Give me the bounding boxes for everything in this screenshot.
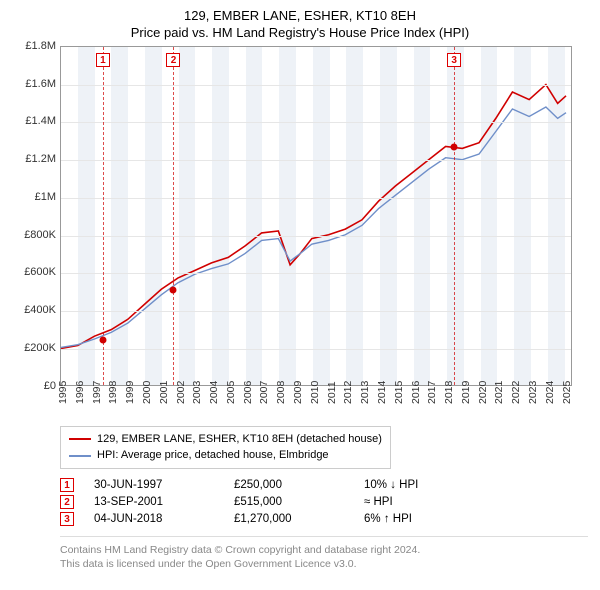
plot-area: 1 2 3 [60, 46, 572, 386]
x-tick-label: 2000 [141, 380, 153, 403]
x-tick-label: 2024 [544, 380, 556, 403]
chart-container: 129, EMBER LANE, ESHER, KT10 8EH Price p… [0, 0, 600, 579]
gridline [61, 311, 571, 312]
x-tick-label: 2007 [258, 380, 270, 403]
event-row: 3 04-JUN-2018 £1,270,000 6% ↑ HPI [60, 512, 588, 526]
gridline [61, 236, 571, 237]
event-marker-box: 3 [447, 53, 461, 67]
event-number-box: 1 [60, 478, 74, 492]
x-tick-label: 2015 [393, 380, 405, 403]
x-tick-label: 1997 [91, 380, 103, 403]
event-point [170, 286, 177, 293]
x-tick-label: 2004 [208, 380, 220, 403]
x-tick-label: 2021 [493, 380, 505, 403]
legend-label: HPI: Average price, detached house, Elmb… [97, 447, 329, 464]
x-tick-label: 2010 [309, 380, 321, 403]
legend-swatch [69, 455, 91, 457]
x-tick-label: 2013 [359, 380, 371, 403]
attribution-line-2: This data is licensed under the Open Gov… [60, 557, 588, 571]
x-tick-label: 2008 [275, 380, 287, 403]
event-compare: 10% ↓ HPI [364, 479, 444, 491]
event-date: 13-SEP-2001 [94, 496, 214, 508]
title-line-1: 129, EMBER LANE, ESHER, KT10 8EH [12, 8, 588, 25]
event-marker-box: 2 [166, 53, 180, 67]
event-date: 30-JUN-1997 [94, 479, 214, 491]
x-tick-label: 2012 [342, 380, 354, 403]
y-tick-label: £200K [24, 342, 56, 354]
x-tick-label: 2016 [410, 380, 422, 403]
legend-swatch [69, 438, 91, 440]
x-tick-label: 2003 [191, 380, 203, 403]
gridline [61, 160, 571, 161]
x-tick-label: 2019 [460, 380, 472, 403]
event-price: £250,000 [234, 479, 344, 491]
legend-label: 129, EMBER LANE, ESHER, KT10 8EH (detach… [97, 431, 382, 448]
title-line-2: Price paid vs. HM Land Registry's House … [12, 25, 588, 42]
x-tick-label: 1996 [74, 380, 86, 403]
event-point [451, 143, 458, 150]
x-tick-label: 2022 [510, 380, 522, 403]
series-line [61, 84, 566, 348]
y-axis: £0£200K£400K£600K£800K£1M£1.2M£1.4M£1.6M… [12, 46, 60, 386]
legend-item: HPI: Average price, detached house, Elmb… [69, 447, 382, 464]
legend-item: 129, EMBER LANE, ESHER, KT10 8EH (detach… [69, 431, 382, 448]
x-tick-label: 2005 [225, 380, 237, 403]
gridline [61, 198, 571, 199]
event-price: £1,270,000 [234, 513, 344, 525]
attribution-line-1: Contains HM Land Registry data © Crown c… [60, 543, 588, 557]
event-date: 04-JUN-2018 [94, 513, 214, 525]
y-tick-label: £1.8M [25, 40, 56, 52]
x-tick-label: 2002 [175, 380, 187, 403]
x-tick-label: 2020 [477, 380, 489, 403]
event-marker-line [103, 47, 104, 385]
x-tick-label: 2014 [376, 380, 388, 403]
x-tick-label: 2017 [426, 380, 438, 403]
x-tick-label: 1995 [57, 380, 69, 403]
event-compare: ≈ HPI [364, 496, 444, 508]
x-axis: 1995199619971998199920002001200220032004… [60, 386, 572, 420]
event-marker-line [173, 47, 174, 385]
attribution: Contains HM Land Registry data © Crown c… [60, 536, 588, 571]
chart-title: 129, EMBER LANE, ESHER, KT10 8EH Price p… [12, 8, 588, 42]
y-tick-label: £1.6M [25, 78, 56, 90]
legend: 129, EMBER LANE, ESHER, KT10 8EH (detach… [60, 426, 391, 469]
event-compare: 6% ↑ HPI [364, 513, 444, 525]
x-tick-label: 2006 [242, 380, 254, 403]
y-tick-label: £600K [24, 266, 56, 278]
y-tick-label: £1M [35, 191, 56, 203]
y-tick-label: £1.4M [25, 115, 56, 127]
gridline [61, 349, 571, 350]
x-tick-label: 2001 [158, 380, 170, 403]
event-point [99, 336, 106, 343]
gridline [61, 273, 571, 274]
gridline [61, 85, 571, 86]
x-tick-label: 1999 [124, 380, 136, 403]
event-marker-box: 1 [96, 53, 110, 67]
y-tick-label: £800K [24, 229, 56, 241]
y-tick-label: £0 [44, 380, 56, 392]
event-number-box: 2 [60, 495, 74, 509]
x-tick-label: 1998 [107, 380, 119, 403]
x-tick-label: 2023 [527, 380, 539, 403]
x-tick-label: 2011 [326, 381, 338, 404]
event-number-box: 3 [60, 512, 74, 526]
event-table: 1 30-JUN-1997 £250,000 10% ↓ HPI 2 13-SEP-200… [60, 478, 588, 526]
x-tick-label: 2009 [292, 380, 304, 403]
event-row: 2 13-SEP-2001 £515,000 ≈ HPI [60, 495, 588, 509]
line-series-svg [61, 47, 571, 385]
x-tick-label: 2025 [561, 380, 573, 403]
event-marker-line [454, 47, 455, 385]
event-row: 1 30-JUN-1997 £250,000 10% ↓ HPI [60, 478, 588, 492]
y-tick-label: £400K [24, 304, 56, 316]
event-price: £515,000 [234, 496, 344, 508]
chart-area: £0£200K£400K£600K£800K£1M£1.2M£1.4M£1.6M… [12, 46, 588, 386]
y-tick-label: £1.2M [25, 153, 56, 165]
x-tick-label: 2018 [443, 380, 455, 403]
gridline [61, 122, 571, 123]
